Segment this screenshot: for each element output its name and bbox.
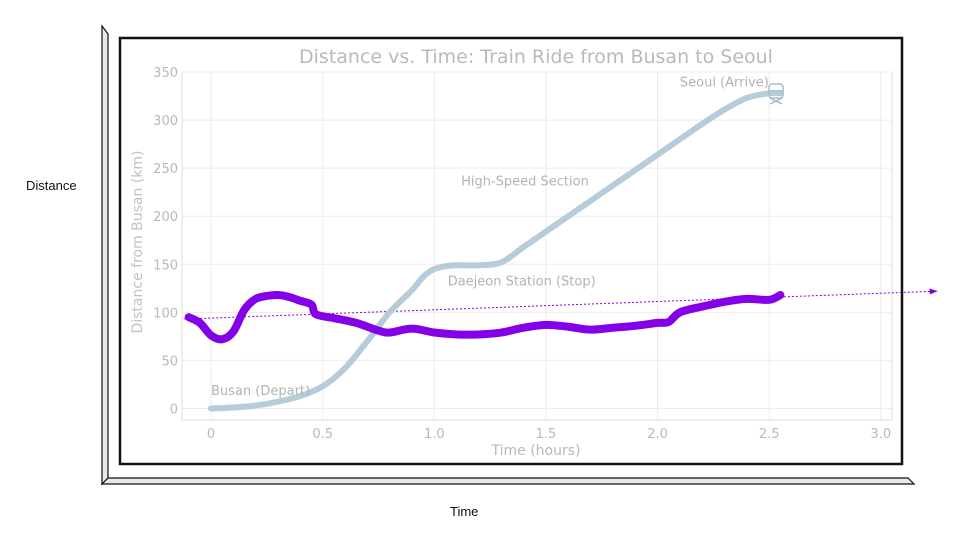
annotation: High-Speed Section	[461, 174, 589, 189]
outer-left-wall	[101, 24, 109, 486]
x-tick-label: 2.5	[759, 427, 780, 442]
y-tick-labels: 0 50 100 150 200 250 300 350	[153, 66, 178, 417]
x-tick-label: 1.0	[424, 427, 445, 442]
y-tick-label: 200	[153, 210, 178, 225]
train-icon	[768, 83, 784, 105]
trend-arrow	[184, 288, 938, 320]
y-tick-label: 250	[153, 162, 178, 177]
chart-title: Distance vs. Time: Train Ride from Busan…	[299, 46, 773, 68]
annotations: Seoul (Arrive) High-Speed Section Daejeon …	[211, 75, 769, 399]
grid	[182, 71, 892, 420]
y-tick-label: 50	[161, 354, 178, 369]
y-tick-label: 300	[153, 114, 178, 129]
x-tick-label: 2.0	[647, 427, 668, 442]
y-tick-label: 150	[153, 258, 178, 273]
outer-bottom-wall	[100, 477, 916, 485]
chart-border	[118, 36, 904, 466]
series-line-1	[208, 89, 784, 412]
y-tick-label: 100	[153, 306, 178, 321]
y-tick-label: 350	[153, 66, 178, 81]
x-tick-label: 1.5	[536, 427, 557, 442]
annotation: Seoul (Arrive)	[680, 75, 769, 90]
outer-x-axis-label: Time	[450, 504, 479, 519]
x-tick-label: 3.0	[870, 427, 891, 442]
outer-axes-frame	[100, 24, 916, 486]
outer-y-axis-label: Distance	[26, 178, 77, 193]
y-tick-label: 0	[170, 402, 178, 417]
x-tick-labels: 0 0.5 1.0 1.5 2.0 2.5 3.0	[207, 427, 891, 442]
annotation: Busan (Depart)	[211, 384, 310, 399]
series-line-2	[184, 290, 785, 344]
y-axis-label: Distance from Busan (km)	[130, 150, 146, 333]
series-lines	[184, 89, 938, 412]
x-tick-label: 0.5	[312, 427, 333, 442]
x-tick-label: 0	[207, 427, 215, 442]
annotation: Daejeon Station (Stop)	[448, 274, 596, 289]
x-axis-label: Time (hours)	[491, 443, 581, 459]
